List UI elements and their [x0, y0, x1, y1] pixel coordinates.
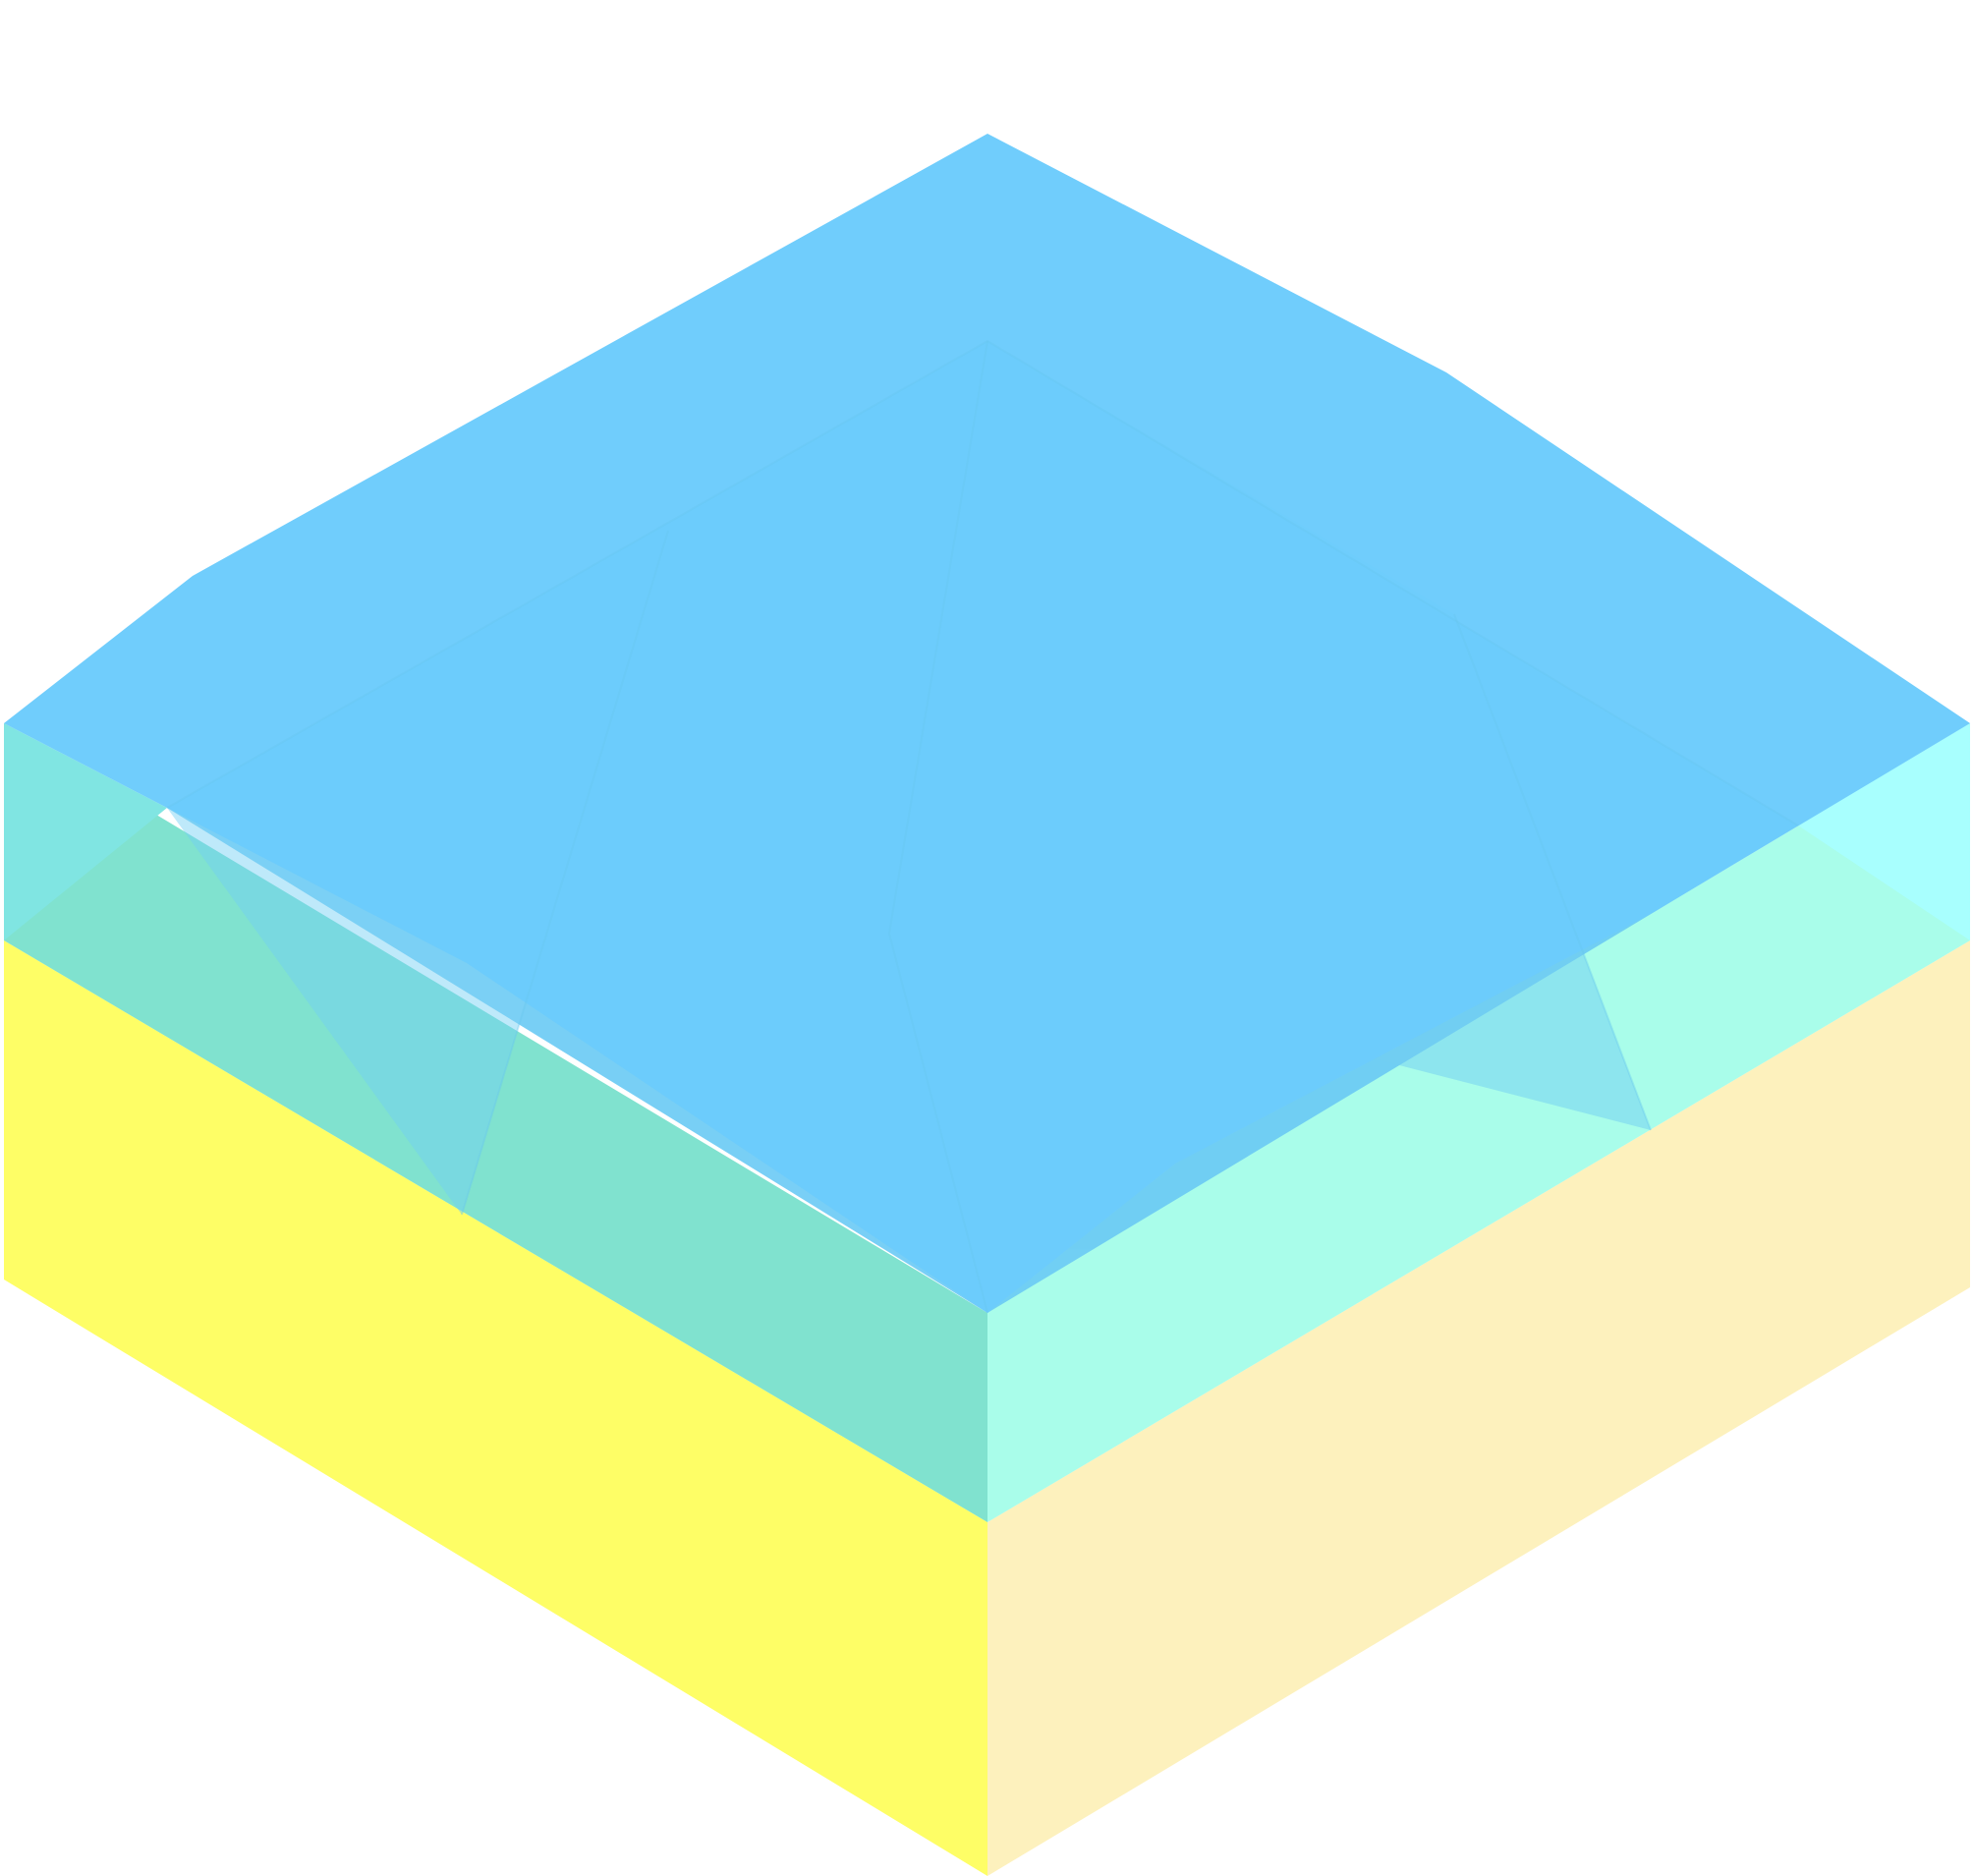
upper-layer-right-face-top-band [1798, 723, 1970, 940]
upper-layer-right-face [987, 723, 1970, 1522]
lower-layer [4, 940, 1970, 1876]
facet-line-1 [166, 339, 1799, 826]
upper-layer-left-face-top-band [4, 723, 167, 940]
lower-layer-left-face [4, 940, 987, 1876]
top-surface [4, 134, 1970, 1313]
facet-line-4 [1453, 613, 1652, 1131]
top-surface-facets [166, 339, 1799, 1314]
upper-layer-left-face [4, 723, 987, 1522]
upper-layer [4, 723, 1970, 1522]
facet-line-3 [887, 340, 988, 1314]
lower-layer-right-face [987, 940, 1970, 1876]
facet-line-2 [461, 530, 669, 1216]
